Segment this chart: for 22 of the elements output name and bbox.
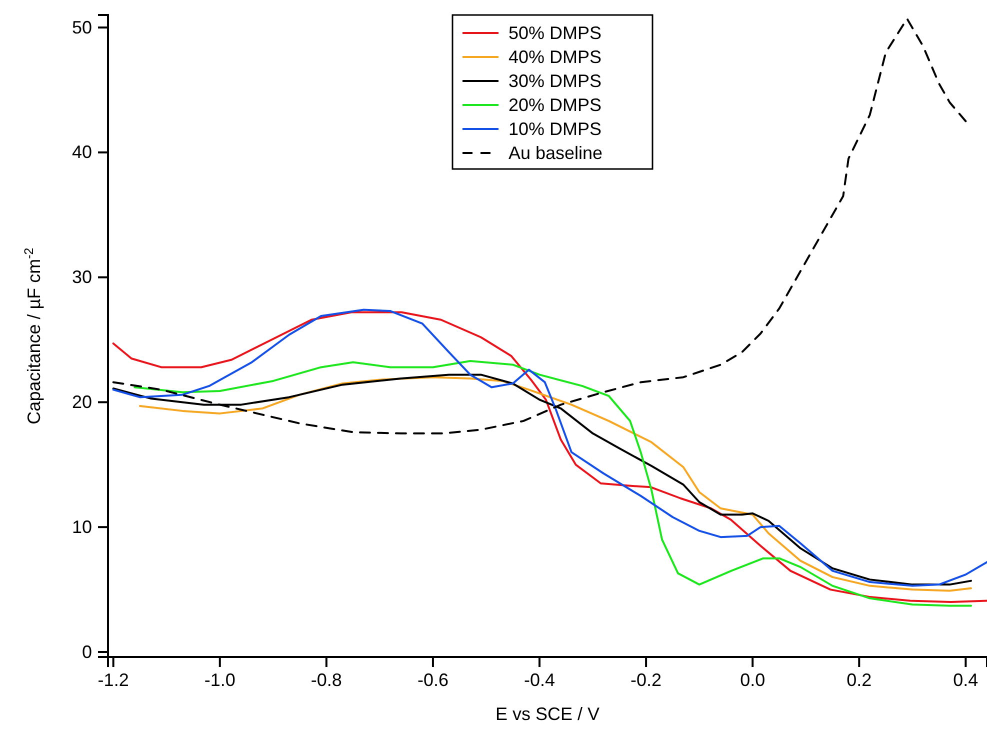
y-tick-label: 10 <box>72 516 92 537</box>
legend-label: 30% DMPS <box>508 71 602 91</box>
legend-label: Au baseline <box>508 143 603 163</box>
y-tick-label: 30 <box>72 267 92 288</box>
x-axis-title: E vs SCE / V <box>495 704 600 724</box>
legend-label: 50% DMPS <box>508 23 602 43</box>
x-tick-label: 0.2 <box>846 670 872 690</box>
x-tick-label: -0.2 <box>630 670 662 690</box>
y-tick-label: 20 <box>72 392 92 412</box>
x-tick-label: -1.0 <box>204 670 236 690</box>
x-tick-label: -0.6 <box>417 670 448 690</box>
legend-label: 10% DMPS <box>508 119 602 139</box>
x-tick-label: -0.4 <box>524 670 556 690</box>
y-tick-label: 40 <box>72 142 92 162</box>
y-tick-label: 50 <box>72 17 92 38</box>
x-tick-label: 0.4 <box>953 670 978 690</box>
legend-label: 20% DMPS <box>508 95 602 115</box>
legend-label: 40% DMPS <box>508 47 602 67</box>
x-tick-label: -0.8 <box>310 670 342 690</box>
x-tick-label: -1.2 <box>98 670 129 690</box>
y-tick-label: 0 <box>82 642 92 662</box>
x-tick-label: 0.0 <box>740 670 766 690</box>
